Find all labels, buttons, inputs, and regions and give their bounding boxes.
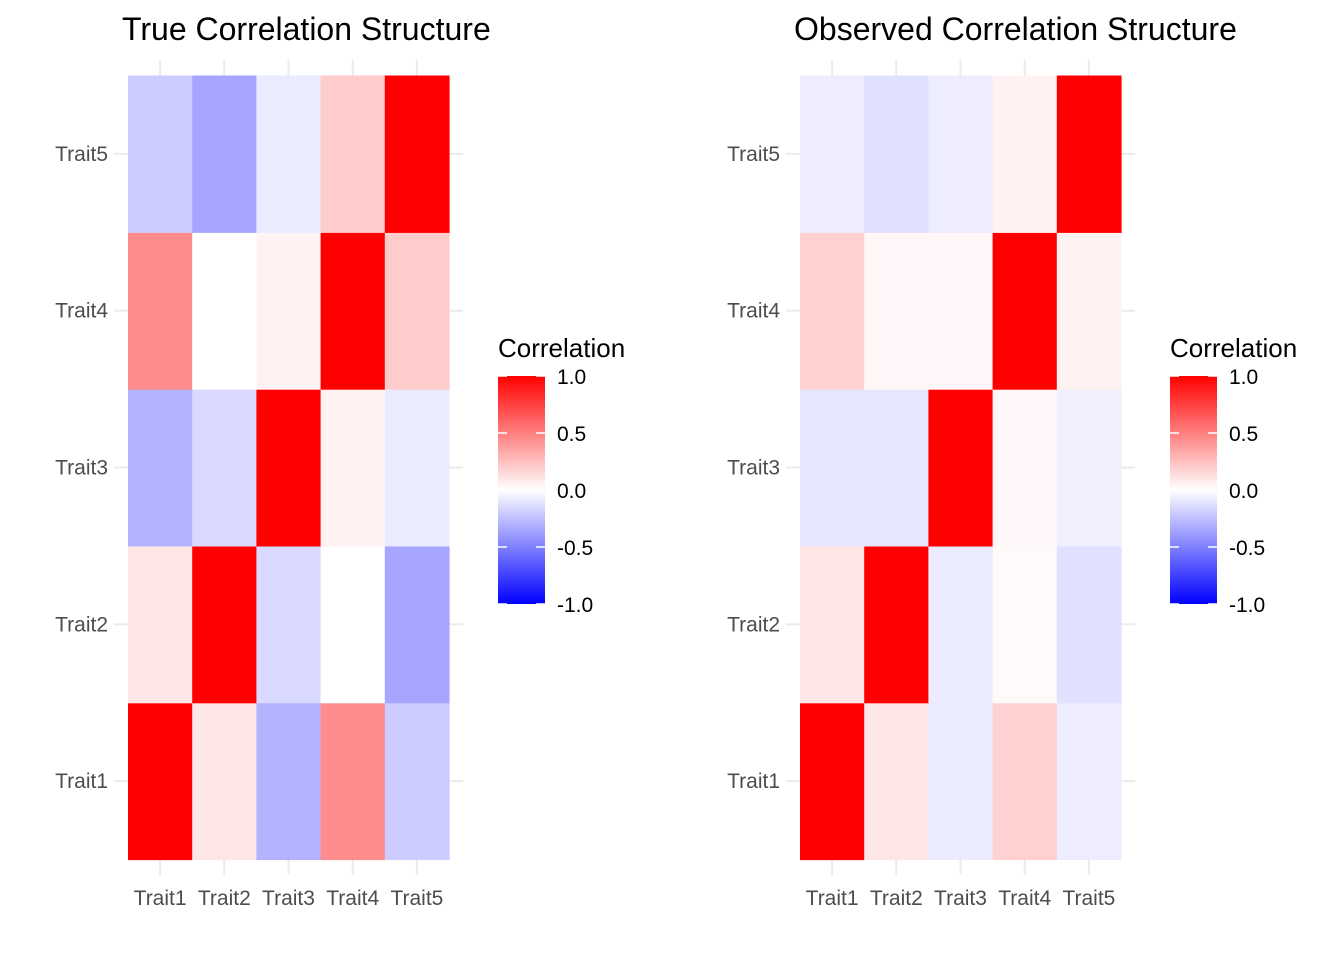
heatmap-cell-Trait5-Trait3 bbox=[384, 389, 450, 547]
heatmap-cell-Trait5-Trait2 bbox=[384, 545, 450, 704]
heatmap-cell-Trait2-Trait4 bbox=[192, 232, 257, 390]
heatmap-cell-Trait1-Trait4 bbox=[128, 232, 193, 390]
y-tick-label: Trait5 bbox=[55, 143, 108, 166]
heatmap-cell-Trait1-Trait1 bbox=[800, 702, 865, 861]
heatmap-cell-Trait1-Trait4 bbox=[800, 232, 865, 390]
legend-tick-label: -1.0 bbox=[557, 594, 593, 617]
y-tick-label: Trait2 bbox=[55, 613, 108, 636]
chart-title: True Correlation Structure bbox=[122, 11, 491, 47]
heatmap-cell-Trait2-Trait4 bbox=[864, 232, 929, 390]
heatmap-cell-Trait3-Trait3 bbox=[928, 389, 994, 547]
heatmap-cell-Trait3-Trait2 bbox=[928, 545, 994, 704]
legend-tick-label: 0.5 bbox=[557, 423, 586, 446]
heatmap-cell-Trait3-Trait5 bbox=[928, 75, 994, 233]
y-tick-label: Trait1 bbox=[55, 770, 108, 793]
y-tick-label: Trait1 bbox=[727, 770, 780, 793]
heatmap-cell-Trait4-Trait4 bbox=[992, 232, 1058, 390]
heatmap-cell-Trait5-Trait3 bbox=[1056, 389, 1122, 547]
color-legend: Correlation 1.0 0.5 0.0 -0.5 -1.0 bbox=[1170, 333, 1297, 617]
heatmap-cell-Trait5-Trait5 bbox=[1056, 75, 1122, 233]
legend-tick-label: 0.0 bbox=[557, 480, 586, 503]
heatmap-cell-Trait5-Trait4 bbox=[1056, 232, 1122, 390]
heatmap-cell-Trait2-Trait3 bbox=[864, 389, 929, 547]
heatmap-cell-Trait4-Trait1 bbox=[992, 702, 1058, 861]
heatmap-panel-1: True Correlation Structure Trait1 Trait2 Tr… bbox=[55, 11, 625, 910]
heatmap-cell-Trait2-Trait5 bbox=[864, 75, 929, 233]
heatmap-cell-Trait2-Trait2 bbox=[864, 545, 929, 704]
heatmap-cell-Trait1-Trait1 bbox=[128, 702, 193, 861]
x-tick-label: Trait5 bbox=[390, 887, 443, 910]
x-tick-label: Trait5 bbox=[1062, 887, 1115, 910]
heatmap-cell-Trait4-Trait3 bbox=[320, 389, 386, 547]
color-legend: Correlation 1.0 0.5 0.0 -0.5 -1.0 bbox=[498, 333, 625, 617]
heatmap-cell-Trait2-Trait1 bbox=[192, 702, 257, 861]
x-tick-label: Trait3 bbox=[262, 887, 315, 910]
heatmap-cell-Trait5-Trait5 bbox=[384, 75, 450, 233]
heatmap-cell-Trait4-Trait3 bbox=[992, 389, 1058, 547]
heatmap-cell-Trait1-Trait3 bbox=[128, 389, 193, 547]
heatmap-cell-Trait3-Trait5 bbox=[256, 75, 322, 233]
heatmap-cells bbox=[128, 75, 450, 861]
x-tick-label: Trait1 bbox=[806, 887, 859, 910]
legend-tick-label: 1.0 bbox=[557, 366, 586, 389]
heatmap-cell-Trait3-Trait2 bbox=[256, 545, 322, 704]
heatmap-cell-Trait3-Trait4 bbox=[256, 232, 322, 390]
heatmap-cell-Trait4-Trait1 bbox=[320, 702, 386, 861]
heatmap-cell-Trait2-Trait5 bbox=[192, 75, 257, 233]
legend-tick-label: -1.0 bbox=[1229, 594, 1265, 617]
heatmap-cell-Trait1-Trait5 bbox=[800, 75, 865, 233]
y-tick-label: Trait5 bbox=[727, 143, 780, 166]
legend-title: Correlation bbox=[498, 333, 625, 363]
x-tick-label: Trait4 bbox=[326, 887, 379, 910]
heatmap-cell-Trait4-Trait5 bbox=[320, 75, 386, 233]
x-tick-label: Trait2 bbox=[870, 887, 923, 910]
legend-title: Correlation bbox=[1170, 333, 1297, 363]
legend-tick-label: 1.0 bbox=[1229, 366, 1258, 389]
heatmap-cell-Trait3-Trait4 bbox=[928, 232, 994, 390]
x-tick-label: Trait4 bbox=[998, 887, 1051, 910]
heatmap-cells bbox=[800, 75, 1122, 861]
heatmap-cell-Trait1-Trait5 bbox=[128, 75, 193, 233]
heatmap-cell-Trait2-Trait3 bbox=[192, 389, 257, 547]
heatmap-cell-Trait5-Trait4 bbox=[384, 232, 450, 390]
heatmap-cell-Trait5-Trait2 bbox=[1056, 545, 1122, 704]
heatmap-cell-Trait1-Trait2 bbox=[128, 545, 193, 704]
heatmap-cell-Trait3-Trait3 bbox=[256, 389, 322, 547]
y-tick-label: Trait3 bbox=[55, 457, 108, 480]
heatmap-cell-Trait2-Trait1 bbox=[864, 702, 929, 861]
heatmap-cell-Trait1-Trait3 bbox=[800, 389, 865, 547]
legend-tick-label: 0.5 bbox=[1229, 423, 1258, 446]
y-tick-label: Trait3 bbox=[727, 457, 780, 480]
heatmap-cell-Trait3-Trait1 bbox=[928, 702, 994, 861]
legend-tick-label: -0.5 bbox=[557, 537, 593, 560]
x-tick-label: Trait2 bbox=[198, 887, 251, 910]
heatmap-cell-Trait3-Trait1 bbox=[256, 702, 322, 861]
y-tick-label: Trait2 bbox=[727, 613, 780, 636]
y-tick-label: Trait4 bbox=[727, 300, 780, 323]
heatmap-cell-Trait4-Trait2 bbox=[320, 545, 386, 704]
heatmap-cell-Trait1-Trait2 bbox=[800, 545, 865, 704]
legend-tick-label: -0.5 bbox=[1229, 537, 1265, 560]
chart-title: Observed Correlation Structure bbox=[794, 11, 1237, 47]
legend-tick-label: 0.0 bbox=[1229, 480, 1258, 503]
y-tick-label: Trait4 bbox=[55, 300, 108, 323]
x-tick-label: Trait3 bbox=[934, 887, 987, 910]
x-tick-label: Trait1 bbox=[134, 887, 187, 910]
heatmap-cell-Trait5-Trait1 bbox=[384, 702, 450, 861]
heatmap-cell-Trait2-Trait2 bbox=[192, 545, 257, 704]
heatmap-cell-Trait5-Trait1 bbox=[1056, 702, 1122, 861]
heatmap-cell-Trait4-Trait4 bbox=[320, 232, 386, 390]
heatmap-panel-2: Observed Correlation Structure Trait1 Trai… bbox=[727, 11, 1297, 910]
heatmap-cell-Trait4-Trait2 bbox=[992, 545, 1058, 704]
heatmap-cell-Trait4-Trait5 bbox=[992, 75, 1058, 233]
